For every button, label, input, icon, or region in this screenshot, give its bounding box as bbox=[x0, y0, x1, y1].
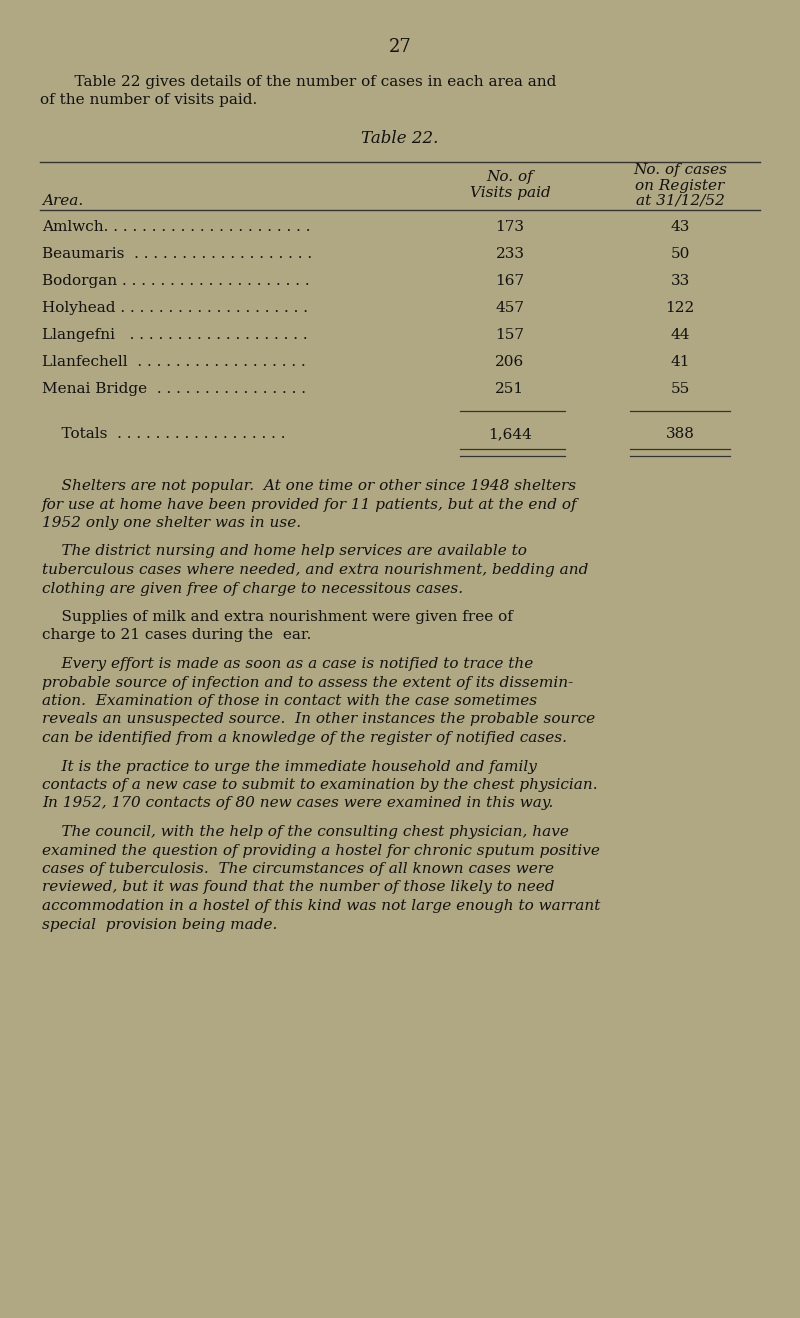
Text: examined the question of providing a hostel for chronic sputum positive: examined the question of providing a hos… bbox=[42, 844, 600, 858]
Text: Llangefni   . . . . . . . . . . . . . . . . . . .: Llangefni . . . . . . . . . . . . . . . … bbox=[42, 328, 308, 341]
Text: Table 22 gives details of the number of cases in each area and: Table 22 gives details of the number of … bbox=[55, 75, 556, 90]
Text: Every effort is made as soon as a case is notified to trace the: Every effort is made as soon as a case i… bbox=[42, 656, 534, 671]
Text: 167: 167 bbox=[495, 274, 525, 289]
Text: reveals an unsuspected source.  In other instances the probable source: reveals an unsuspected source. In other … bbox=[42, 713, 595, 726]
Text: 41: 41 bbox=[670, 355, 690, 369]
Text: 44: 44 bbox=[670, 328, 690, 341]
Text: The council, with the help of the consulting chest physician, have: The council, with the help of the consul… bbox=[42, 825, 569, 840]
Text: 233: 233 bbox=[495, 246, 525, 261]
Text: 157: 157 bbox=[495, 328, 525, 341]
Text: can be identified from a knowledge of the register of notified cases.: can be identified from a knowledge of th… bbox=[42, 731, 567, 745]
Text: Area.: Area. bbox=[42, 194, 83, 208]
Text: Amlwch. . . . . . . . . . . . . . . . . . . . . .: Amlwch. . . . . . . . . . . . . . . . . … bbox=[42, 220, 310, 235]
Text: 55: 55 bbox=[670, 382, 690, 395]
Text: Totals  . . . . . . . . . . . . . . . . . .: Totals . . . . . . . . . . . . . . . . .… bbox=[42, 427, 286, 442]
Text: for use at home have been provided for 11 patients, but at the end of: for use at home have been provided for 1… bbox=[42, 497, 578, 511]
Text: 27: 27 bbox=[389, 38, 411, 55]
Text: Table 22.: Table 22. bbox=[362, 130, 438, 148]
Text: 50: 50 bbox=[670, 246, 690, 261]
Text: 33: 33 bbox=[670, 274, 690, 289]
Text: reviewed, but it was found that the number of those likely to need: reviewed, but it was found that the numb… bbox=[42, 880, 554, 895]
Text: clothing are given free of charge to necessitous cases.: clothing are given free of charge to nec… bbox=[42, 581, 463, 596]
Text: probable source of infection and to assess the extent of its dissemin-: probable source of infection and to asse… bbox=[42, 676, 574, 689]
Text: No. of: No. of bbox=[486, 170, 534, 185]
Text: contacts of a new case to submit to examination by the chest physician.: contacts of a new case to submit to exam… bbox=[42, 778, 598, 792]
Text: charge to 21 cases during the  ear.: charge to 21 cases during the ear. bbox=[42, 629, 311, 642]
Text: at 31/12/52: at 31/12/52 bbox=[635, 194, 725, 208]
Text: Menai Bridge  . . . . . . . . . . . . . . . .: Menai Bridge . . . . . . . . . . . . . .… bbox=[42, 382, 306, 395]
Text: accommodation in a hostel of this kind was not large enough to warrant: accommodation in a hostel of this kind w… bbox=[42, 899, 600, 913]
Text: 457: 457 bbox=[495, 301, 525, 315]
Text: tuberculous cases where needed, and extra nourishment, bedding and: tuberculous cases where needed, and extr… bbox=[42, 563, 588, 577]
Text: Visits paid: Visits paid bbox=[470, 186, 550, 200]
Text: In 1952, 170 contacts of 80 new cases were examined in this way.: In 1952, 170 contacts of 80 new cases we… bbox=[42, 796, 554, 811]
Text: 206: 206 bbox=[495, 355, 525, 369]
Text: 122: 122 bbox=[666, 301, 694, 315]
Text: Supplies of milk and extra nourishment were given free of: Supplies of milk and extra nourishment w… bbox=[42, 610, 513, 623]
Text: of the number of visits paid.: of the number of visits paid. bbox=[40, 94, 258, 107]
Text: No. of cases: No. of cases bbox=[633, 163, 727, 177]
Text: ation.  Examination of those in contact with the case sometimes: ation. Examination of those in contact w… bbox=[42, 695, 537, 708]
Text: 251: 251 bbox=[495, 382, 525, 395]
Text: cases of tuberculosis.  The circumstances of all known cases were: cases of tuberculosis. The circumstances… bbox=[42, 862, 554, 876]
Text: 173: 173 bbox=[495, 220, 525, 235]
Text: The district nursing and home help services are available to: The district nursing and home help servi… bbox=[42, 544, 527, 559]
Text: Bodorgan . . . . . . . . . . . . . . . . . . . .: Bodorgan . . . . . . . . . . . . . . . .… bbox=[42, 274, 310, 289]
Text: It is the practice to urge the immediate household and family: It is the practice to urge the immediate… bbox=[42, 759, 537, 774]
Text: Beaumaris  . . . . . . . . . . . . . . . . . . .: Beaumaris . . . . . . . . . . . . . . . … bbox=[42, 246, 312, 261]
Text: Holyhead . . . . . . . . . . . . . . . . . . . .: Holyhead . . . . . . . . . . . . . . . .… bbox=[42, 301, 308, 315]
Text: 43: 43 bbox=[670, 220, 690, 235]
Text: Shelters are not popular.  At one time or other since 1948 shelters: Shelters are not popular. At one time or… bbox=[42, 478, 576, 493]
Text: 1952 only one shelter was in use.: 1952 only one shelter was in use. bbox=[42, 517, 301, 530]
Text: Llanfechell  . . . . . . . . . . . . . . . . . .: Llanfechell . . . . . . . . . . . . . . … bbox=[42, 355, 306, 369]
Text: special  provision being made.: special provision being made. bbox=[42, 917, 278, 932]
Text: on Register: on Register bbox=[635, 179, 725, 192]
Text: 388: 388 bbox=[666, 427, 694, 442]
Text: 1,644: 1,644 bbox=[488, 427, 532, 442]
